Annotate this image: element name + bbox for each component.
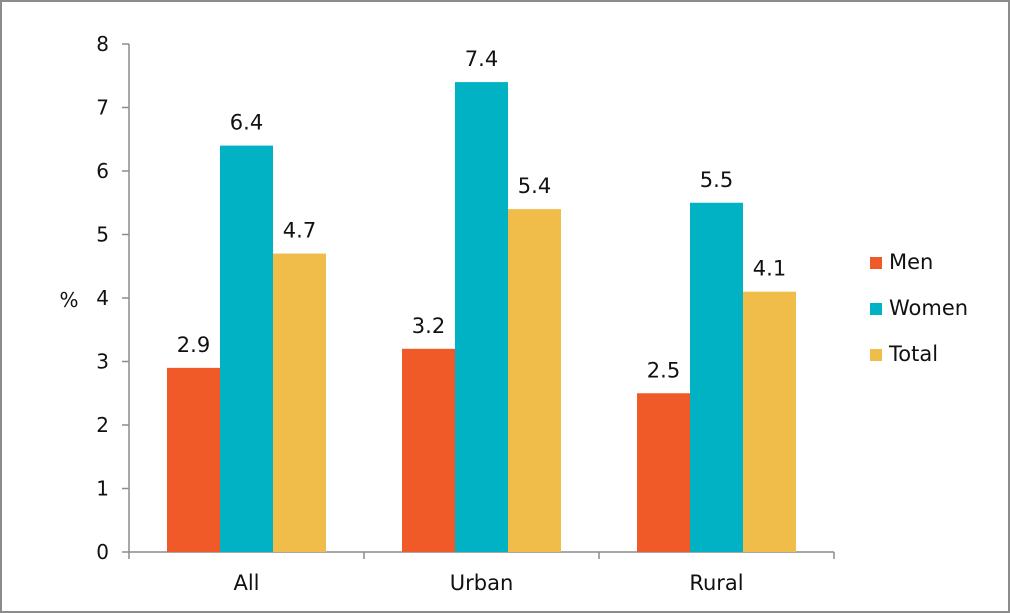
data-label: 3.2 (412, 314, 445, 338)
bars (167, 82, 796, 553)
data-label: 5.4 (518, 174, 551, 198)
legend-swatch-men (870, 257, 882, 269)
legend-swatch-women (870, 303, 882, 315)
bar-men-rural (637, 393, 690, 552)
data-labels: 2.9 6.4 4.7 3.2 7.4 5.4 2.5 5.5 4.1 (177, 47, 786, 382)
data-label: 6.4 (230, 111, 263, 135)
bar-total-rural (743, 291, 796, 552)
y-tick-label: 4 (96, 286, 109, 310)
y-tick-label: 8 (96, 32, 109, 56)
legend-label-men: Men (889, 250, 933, 274)
y-tick-label: 0 (96, 540, 109, 564)
data-label: 2.9 (177, 333, 210, 357)
legend-label-total: Total (888, 342, 938, 366)
x-category-label: All (233, 571, 259, 595)
bar-men-urban (402, 348, 455, 552)
y-tick-label: 5 (96, 223, 109, 247)
y-tick-label: 1 (96, 477, 109, 501)
data-label: 4.7 (283, 219, 316, 243)
data-label: 4.1 (753, 257, 786, 281)
legend-swatch-total (870, 349, 882, 361)
bar-men-all (167, 367, 220, 552)
bar-total-urban (508, 209, 561, 552)
bar-women-rural (690, 202, 743, 552)
legend-label-women: Women (889, 296, 968, 320)
y-tick-label: 7 (96, 96, 109, 120)
bar-total-all (273, 253, 326, 553)
x-category-label: Rural (689, 571, 743, 595)
data-label: 2.5 (647, 358, 680, 382)
legend: Men Women Total (870, 250, 968, 366)
data-label: 5.5 (700, 168, 733, 192)
x-category-label: Urban (450, 571, 514, 595)
y-tick-label: 2 (96, 413, 109, 437)
y-tick-label: 6 (96, 159, 109, 183)
bar-women-urban (455, 82, 508, 552)
y-axis-title: % (59, 288, 78, 312)
bar-women-all (220, 145, 273, 552)
y-tick-label: 3 (96, 350, 109, 374)
data-label: 7.4 (465, 47, 498, 71)
